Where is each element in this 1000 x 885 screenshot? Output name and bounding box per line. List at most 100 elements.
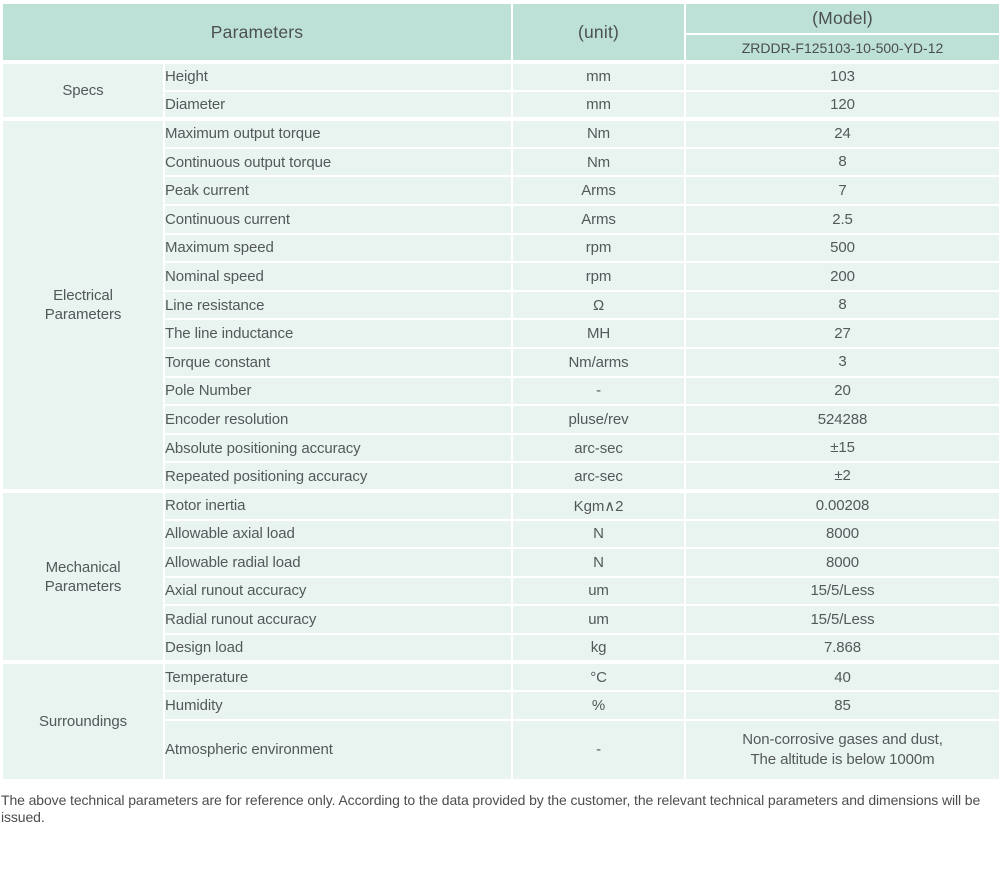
table-row: Maximum speed rpm 500 <box>2 232 1000 264</box>
table-row: Continuous current Arms 2.5 <box>2 203 1000 235</box>
param-name: Pole Number <box>162 375 514 407</box>
param-value: 500 <box>684 232 1000 264</box>
table-row: Absolute positioning accuracy arc-sec ±1… <box>2 432 1000 464</box>
param-name: Atmospheric environment <box>162 718 514 781</box>
param-name: Line resistance <box>162 289 514 321</box>
param-name: Torque constant <box>162 346 514 378</box>
param-value: 2.5 <box>684 203 1000 235</box>
table-row: Allowable axial load N 8000 <box>2 518 1000 550</box>
table-row: Torque constant Nm/arms 3 <box>2 346 1000 378</box>
param-unit: N <box>511 518 687 550</box>
param-name: Height <box>162 60 514 92</box>
param-name: Temperature <box>162 660 514 693</box>
group-label-text: Surroundings <box>38 712 128 730</box>
param-value: 0.00208 <box>684 488 1000 521</box>
table-row: Atmospheric environment - Non-corrosive … <box>2 718 1000 781</box>
param-value: ±2 <box>684 461 1000 492</box>
group-label-surroundings: Surroundings <box>1 660 165 781</box>
group-label-specs: Specs <box>1 59 165 121</box>
param-value: 3 <box>684 346 1000 378</box>
param-value: 24 <box>684 117 1000 149</box>
param-name: Allowable radial load <box>162 547 514 578</box>
param-value: 40 <box>684 660 1000 693</box>
table-row: Axial runout accuracy um 15/5/Less <box>2 575 1000 607</box>
param-unit: - <box>511 718 687 781</box>
param-name: Allowable axial load <box>162 518 514 550</box>
param-name: Continuous output torque <box>162 146 514 178</box>
param-value: 524288 <box>684 404 1000 435</box>
table-row: Diameter mm 120 <box>2 89 1000 121</box>
param-unit: rpm <box>511 261 687 292</box>
param-unit: Nm <box>511 117 687 149</box>
table-body: Specs Height mm 103 Diameter mm 120 Elec… <box>1 59 1000 781</box>
param-name: Continuous current <box>162 203 514 235</box>
group-label-electrical-parameters: Electrical Parameters <box>1 117 165 492</box>
param-value: 85 <box>684 690 1000 721</box>
param-unit: Ω <box>511 289 687 321</box>
param-value: 20 <box>684 375 1000 407</box>
table-row: Mechanical Parameters Rotor inertia Kgm∧… <box>1 488 1000 664</box>
param-value: ±15 <box>684 432 1000 464</box>
table-header: Parameters (unit) (Model) ZRDDR-F125103-… <box>0 2 1000 63</box>
param-value: 27 <box>684 318 1000 349</box>
param-unit: - <box>511 375 687 407</box>
model-header: (Model) <box>684 2 1000 35</box>
param-unit: Kgm∧2 <box>511 488 687 521</box>
param-unit: Nm <box>511 146 687 178</box>
param-name: Maximum output torque <box>162 117 514 149</box>
param-name: The line inductance <box>162 318 514 349</box>
param-unit: % <box>511 690 687 721</box>
param-value: 200 <box>684 261 1000 292</box>
table-row: Nominal speed rpm 200 <box>2 261 1000 292</box>
table-row: Specs Height mm 103 <box>1 59 1000 121</box>
table-row: Radial runout accuracy um 15/5/Less <box>2 604 1000 635</box>
param-value: 103 <box>684 60 1000 92</box>
param-unit: kg <box>511 632 687 664</box>
param-value: Non-corrosive gases and dust, The altitu… <box>684 718 1000 781</box>
group-label-text: Mechanical Parameters <box>44 558 122 595</box>
param-unit: Arms <box>511 203 687 235</box>
table-row: The line inductance MH 27 <box>2 318 1000 349</box>
param-name: Rotor inertia <box>162 488 514 521</box>
table-row: Design load kg 7.868 <box>2 632 1000 664</box>
param-value: 15/5/Less <box>684 604 1000 635</box>
header-row-2: ZRDDR-F125103-10-500-YD-12 <box>2 33 1000 63</box>
param-unit: rpm <box>511 232 687 264</box>
param-value: 7 <box>684 175 1000 206</box>
table-row: Electrical Parameters Maximum output tor… <box>1 117 1000 492</box>
param-name: Absolute positioning accuracy <box>162 432 514 464</box>
param-name: Maximum speed <box>162 232 514 264</box>
param-name: Peak current <box>162 175 514 206</box>
model-number: ZRDDR-F125103-10-500-YD-12 <box>684 33 1000 63</box>
param-name: Nominal speed <box>162 261 514 292</box>
param-value: 15/5/Less <box>684 575 1000 607</box>
table-row: Encoder resolution pluse/rev 524288 <box>2 404 1000 435</box>
table-row: Continuous output torque Nm 8 <box>2 146 1000 178</box>
param-unit: mm <box>511 60 687 92</box>
param-name: Repeated positioning accuracy <box>162 461 514 492</box>
group-label-mechanical-parameters: Mechanical Parameters <box>1 488 165 664</box>
table-row: Surroundings Temperature °C 40 <box>1 660 1000 781</box>
param-name: Design load <box>162 632 514 664</box>
param-name: Encoder resolution <box>162 404 514 435</box>
param-unit: Nm/arms <box>511 346 687 378</box>
param-unit: N <box>511 547 687 578</box>
param-unit: arc-sec <box>511 461 687 492</box>
param-value: 8 <box>684 146 1000 178</box>
param-name: Humidity <box>162 690 514 721</box>
param-unit: mm <box>511 89 687 121</box>
param-unit: um <box>511 575 687 607</box>
param-value: 8000 <box>684 518 1000 550</box>
table-row: Humidity % 85 <box>2 690 1000 721</box>
table-row: Peak current Arms 7 <box>2 175 1000 206</box>
table-row: Pole Number - 20 <box>2 375 1000 407</box>
param-name: Axial runout accuracy <box>162 575 514 607</box>
reference-note: The above technical parameters are for r… <box>1 791 981 826</box>
param-name: Diameter <box>162 89 514 121</box>
table-row: Repeated positioning accuracy arc-sec ±2 <box>2 461 1000 492</box>
param-value: 8 <box>684 289 1000 321</box>
group-label-text: Electrical Parameters <box>44 286 122 324</box>
unit-header: (unit) <box>511 2 687 63</box>
table-row: Allowable radial load N 8000 <box>2 547 1000 578</box>
